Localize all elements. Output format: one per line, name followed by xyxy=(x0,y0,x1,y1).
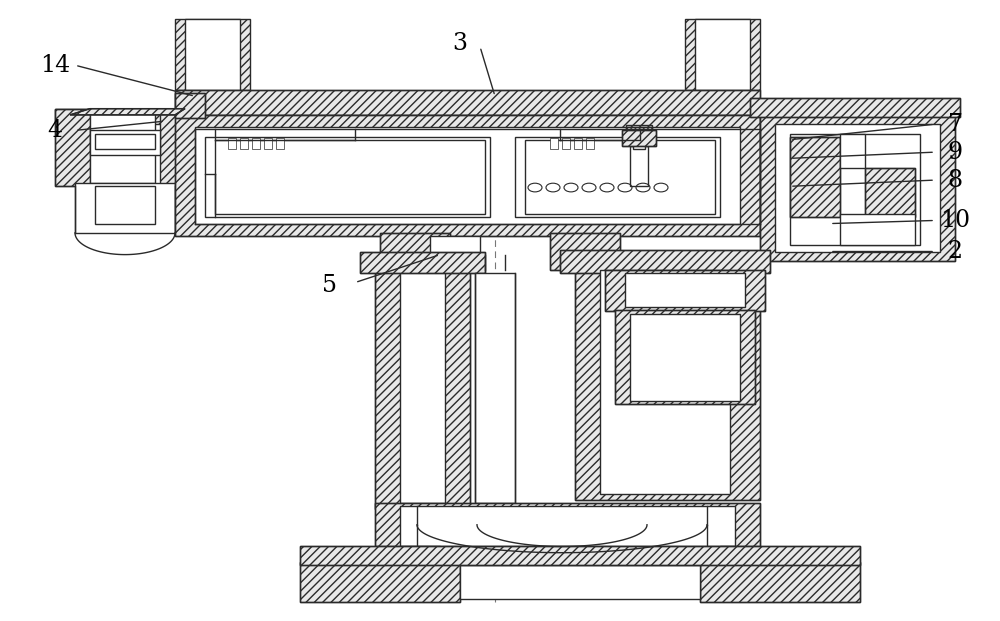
Bar xyxy=(790,134,920,245)
Bar xyxy=(586,138,594,149)
Bar xyxy=(560,250,770,273)
Bar xyxy=(574,138,582,149)
Text: 5: 5 xyxy=(322,274,338,297)
Bar xyxy=(760,115,955,261)
Bar xyxy=(175,19,250,90)
Bar xyxy=(775,124,940,252)
Bar xyxy=(760,115,955,261)
Text: 8: 8 xyxy=(947,168,963,192)
Bar xyxy=(175,90,760,115)
Bar xyxy=(550,233,620,270)
Bar xyxy=(790,137,840,217)
Bar xyxy=(400,506,735,546)
Bar xyxy=(55,109,90,186)
Bar xyxy=(400,270,445,503)
Bar xyxy=(633,130,645,149)
Bar xyxy=(55,109,185,124)
Bar xyxy=(175,93,205,118)
Bar xyxy=(375,503,760,550)
Bar xyxy=(300,546,860,565)
Bar xyxy=(700,562,860,602)
Bar xyxy=(375,546,440,562)
Bar xyxy=(630,314,740,401)
Bar xyxy=(605,270,765,310)
Bar xyxy=(175,90,760,115)
Bar xyxy=(215,140,485,214)
Bar xyxy=(840,134,865,168)
Bar xyxy=(695,19,750,90)
Bar xyxy=(375,503,760,550)
Bar xyxy=(622,130,656,146)
Bar xyxy=(626,127,652,132)
Bar xyxy=(575,264,760,500)
Bar xyxy=(300,562,460,602)
Bar xyxy=(840,214,915,245)
Bar xyxy=(562,138,570,149)
Text: 14: 14 xyxy=(40,53,70,77)
Bar xyxy=(625,273,745,307)
Bar xyxy=(750,98,960,117)
Bar xyxy=(475,273,515,503)
Bar xyxy=(750,98,960,117)
Bar xyxy=(195,127,740,224)
Bar xyxy=(95,186,155,224)
Bar xyxy=(605,270,765,310)
Text: 10: 10 xyxy=(940,209,970,232)
Bar xyxy=(300,562,460,602)
Bar xyxy=(375,267,470,509)
Text: 2: 2 xyxy=(947,240,963,263)
Bar xyxy=(525,140,715,214)
Text: 7: 7 xyxy=(948,112,962,136)
Bar xyxy=(865,168,915,217)
Bar xyxy=(375,267,470,509)
Bar xyxy=(622,130,656,146)
Bar xyxy=(175,115,760,236)
Bar xyxy=(205,137,490,217)
Bar xyxy=(630,146,648,186)
Bar xyxy=(790,137,840,217)
Bar xyxy=(175,115,760,236)
Bar xyxy=(160,109,190,186)
Bar xyxy=(380,233,450,270)
Bar xyxy=(615,310,755,404)
Text: 9: 9 xyxy=(947,140,963,164)
Bar xyxy=(575,264,760,500)
Bar xyxy=(264,138,272,149)
Bar xyxy=(75,183,175,233)
Bar xyxy=(626,125,652,132)
Bar xyxy=(360,252,485,273)
Bar xyxy=(720,546,760,562)
Polygon shape xyxy=(70,109,185,115)
Bar xyxy=(90,130,160,155)
Bar xyxy=(360,252,485,273)
Bar xyxy=(460,565,700,599)
Bar xyxy=(55,109,190,186)
Bar xyxy=(252,138,260,149)
Bar xyxy=(185,19,240,90)
Bar xyxy=(550,233,620,270)
Bar xyxy=(615,310,755,404)
Text: 3: 3 xyxy=(452,32,468,55)
Bar xyxy=(380,233,450,270)
Bar xyxy=(600,270,730,494)
Bar xyxy=(515,137,720,217)
Bar xyxy=(550,138,558,149)
Bar xyxy=(700,562,860,602)
Bar xyxy=(240,138,248,149)
Bar xyxy=(560,250,770,273)
Bar xyxy=(685,19,760,90)
Bar xyxy=(228,138,236,149)
Bar xyxy=(175,93,205,118)
Bar xyxy=(300,546,860,565)
Bar xyxy=(276,138,284,149)
Bar xyxy=(430,236,480,264)
Bar xyxy=(95,134,155,149)
Bar xyxy=(865,168,915,217)
Bar xyxy=(90,112,155,183)
Text: 4: 4 xyxy=(47,119,63,142)
